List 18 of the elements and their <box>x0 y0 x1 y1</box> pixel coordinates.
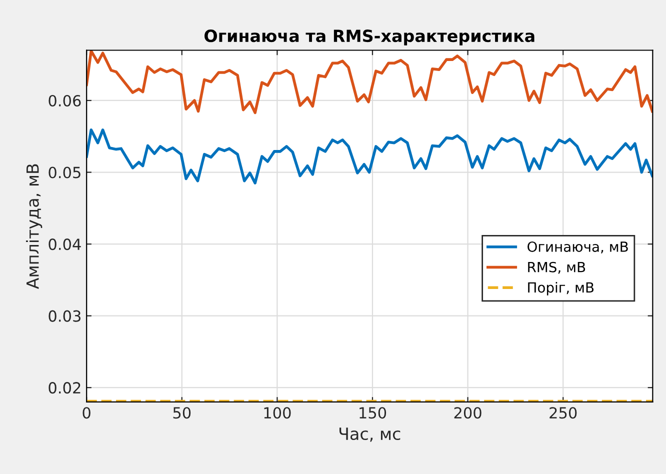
y-tick-label: 0.05 <box>48 166 80 178</box>
x-axis-title: Час, мс <box>339 428 400 442</box>
legend-label: Поріг, мВ <box>528 282 594 296</box>
x-tick-label: 200 <box>454 407 482 419</box>
x-tick-label: 100 <box>264 407 291 419</box>
chart-title: Огинаюча та RMS-характеристика <box>204 30 534 46</box>
legend-label: RMS, мВ <box>528 262 586 274</box>
y-tick-label: 0.03 <box>48 310 80 322</box>
x-tick-label: 0 <box>82 407 90 419</box>
x-tick-label: 50 <box>173 407 191 419</box>
line-series <box>86 128 653 184</box>
y-tick-label: 0.06 <box>48 94 81 107</box>
x-tick-label: 150 <box>360 407 386 419</box>
y-axis-title: Амплітуда, мВ <box>26 164 42 289</box>
y-tick-label: 0.02 <box>48 382 80 394</box>
x-tick-label: 250 <box>550 407 577 419</box>
legend-label: Огинаюча, мВ <box>528 241 628 254</box>
y-tick-label: 0.04 <box>48 238 81 250</box>
